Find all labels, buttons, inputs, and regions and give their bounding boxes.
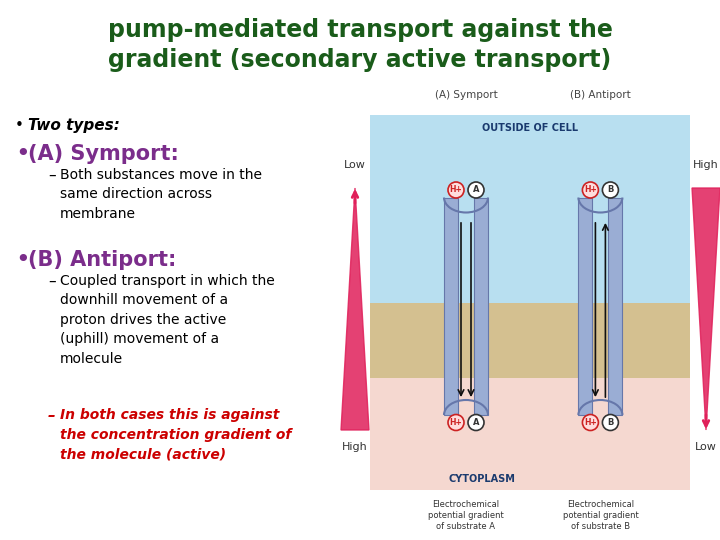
Text: B: B xyxy=(607,418,613,427)
Ellipse shape xyxy=(582,415,598,430)
Text: OUTSIDE OF CELL: OUTSIDE OF CELL xyxy=(482,123,578,133)
Text: In both cases this is against
the concentration gradient of
the molecule (active: In both cases this is against the concen… xyxy=(60,408,292,461)
Text: Electrochemical
potential gradient
of substrate B: Electrochemical potential gradient of su… xyxy=(562,500,638,531)
Text: Two types:: Two types: xyxy=(28,118,120,133)
Text: pump-mediated transport against the
gradient (secondary active transport): pump-mediated transport against the grad… xyxy=(107,18,613,72)
Text: •: • xyxy=(15,118,24,133)
Text: A: A xyxy=(473,186,480,194)
Bar xyxy=(370,115,690,302)
Text: High: High xyxy=(342,442,368,452)
Text: (A) Symport:: (A) Symport: xyxy=(28,144,179,164)
Bar xyxy=(444,198,458,415)
Ellipse shape xyxy=(603,415,618,430)
Text: •: • xyxy=(15,142,30,166)
Text: –: – xyxy=(48,274,55,289)
Text: H+: H+ xyxy=(449,186,462,194)
Ellipse shape xyxy=(468,415,484,430)
Text: Both substances move in the
same direction across
membrane: Both substances move in the same directi… xyxy=(60,168,262,221)
Ellipse shape xyxy=(468,182,484,198)
Bar xyxy=(608,198,622,415)
Text: H+: H+ xyxy=(584,186,597,194)
Text: –: – xyxy=(48,408,55,423)
Ellipse shape xyxy=(448,182,464,198)
Text: Electrochemical
potential gradient
of substrate A: Electrochemical potential gradient of su… xyxy=(428,500,504,531)
Text: –: – xyxy=(48,168,55,183)
Bar xyxy=(578,198,593,415)
Bar xyxy=(370,302,690,377)
Text: Coupled transport in which the
downhill movement of a
proton drives the active
(: Coupled transport in which the downhill … xyxy=(60,274,275,366)
Text: Low: Low xyxy=(344,160,366,170)
Text: H+: H+ xyxy=(449,418,462,427)
Text: (A) Symport: (A) Symport xyxy=(435,90,498,100)
Polygon shape xyxy=(341,188,369,430)
Ellipse shape xyxy=(582,182,598,198)
Text: •: • xyxy=(15,248,30,272)
Text: (B) Antiport: (B) Antiport xyxy=(570,90,631,100)
Text: H+: H+ xyxy=(584,418,597,427)
Text: B: B xyxy=(607,186,613,194)
Bar xyxy=(370,377,690,490)
Text: (B) Antiport:: (B) Antiport: xyxy=(28,250,176,270)
Bar xyxy=(474,198,488,415)
Text: A: A xyxy=(473,418,480,427)
Polygon shape xyxy=(692,188,720,430)
Text: CYTOPLASM: CYTOPLASM xyxy=(449,474,516,484)
Ellipse shape xyxy=(603,182,618,198)
Text: High: High xyxy=(693,160,719,170)
Ellipse shape xyxy=(448,415,464,430)
Text: Low: Low xyxy=(695,442,717,452)
